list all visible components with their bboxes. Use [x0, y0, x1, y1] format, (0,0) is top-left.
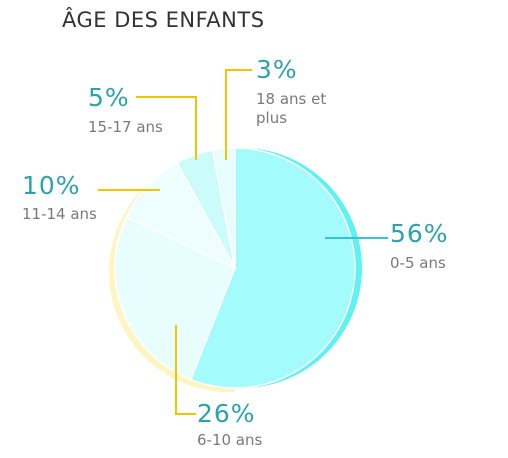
leader-line [225, 69, 252, 160]
category-label: 11-14 ans [22, 205, 97, 223]
value-label: 56% [390, 219, 449, 248]
value-label: 26% [197, 399, 256, 428]
value-label: 5% [88, 83, 130, 112]
value-label: 3% [256, 55, 298, 84]
category-label: 6-10 ans [197, 431, 263, 449]
leader-line [136, 96, 197, 160]
leader-line [175, 325, 196, 415]
pie-slice [114, 215, 236, 381]
category-label: 15-17 ans [88, 118, 163, 136]
category-label: 0-5 ans [390, 254, 446, 272]
value-label: 10% [22, 171, 81, 200]
category-label: 18 ans et plus [256, 90, 327, 127]
chart-title: ÂGE DES ENFANTS [62, 8, 265, 32]
pie-slice [189, 147, 356, 389]
pie-slice [211, 147, 236, 269]
